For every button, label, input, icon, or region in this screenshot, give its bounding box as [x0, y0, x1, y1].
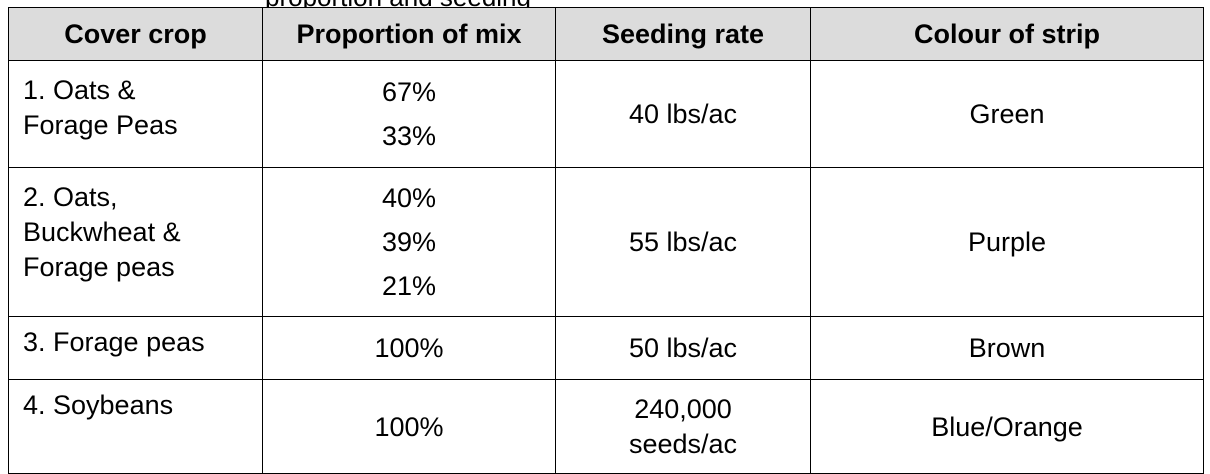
cell-colour: Blue/Orange: [810, 379, 1204, 474]
cell-cover-crop: 2. Oats, Buckwheat & Forage peas: [8, 167, 263, 317]
cell-proportion: 100%: [262, 316, 556, 380]
header-seeding-rate: Seeding rate: [555, 7, 811, 61]
cell-cover-crop: 4. Soybeans: [8, 379, 263, 474]
cell-seeding-rate: 55 lbs/ac: [555, 167, 811, 317]
cell-colour: Green: [810, 60, 1204, 168]
crop-line: 1. Oats &: [23, 75, 136, 105]
table-row: 1. Oats & Forage Peas 67% 33% 40 lbs/ac …: [8, 60, 1204, 168]
cell-cover-crop: 3. Forage peas: [8, 316, 263, 380]
table-header-row: Cover crop Proportion of mix Seeding rat…: [8, 7, 1204, 61]
crop-line: 2. Oats,: [23, 182, 118, 212]
rate-line: seeds/ac: [628, 428, 738, 459]
cell-seeding-rate: 240,000 seeds/ac: [555, 379, 811, 474]
cell-proportion: 67% 33%: [262, 60, 556, 168]
proportion-value: 21%: [381, 271, 437, 301]
cell-colour: Brown: [810, 316, 1204, 380]
cell-seeding-rate: 40 lbs/ac: [555, 60, 811, 168]
cell-colour: Purple: [810, 167, 1204, 317]
proportion-value: 39%: [381, 227, 437, 257]
header-proportion: Proportion of mix: [262, 7, 556, 61]
cover-crop-table: Cover crop Proportion of mix Seeding rat…: [8, 7, 1204, 474]
proportion-value: 33%: [381, 121, 437, 151]
crop-line: Buckwheat &: [23, 217, 181, 247]
crop-line: Forage Peas: [23, 110, 178, 140]
clipped-caption: proportion and seeding: [0, 0, 1210, 12]
header-colour: Colour of strip: [810, 7, 1204, 61]
table-row: 3. Forage peas 100% 50 lbs/ac Brown: [8, 316, 1204, 380]
cell-proportion: 100%: [262, 379, 556, 474]
header-cover-crop: Cover crop: [8, 7, 263, 61]
proportion-value: 67%: [381, 77, 437, 107]
table-row: 2. Oats, Buckwheat & Forage peas 40% 39%…: [8, 167, 1204, 317]
crop-line: Forage peas: [23, 252, 175, 282]
cell-proportion: 40% 39% 21%: [262, 167, 556, 317]
rate-line: 240,000: [634, 393, 732, 424]
proportion-value: 40%: [381, 183, 437, 213]
table-row: 4. Soybeans 100% 240,000 seeds/ac Blue/O…: [8, 379, 1204, 474]
cell-cover-crop: 1. Oats & Forage Peas: [8, 60, 263, 168]
cell-seeding-rate: 50 lbs/ac: [555, 316, 811, 380]
